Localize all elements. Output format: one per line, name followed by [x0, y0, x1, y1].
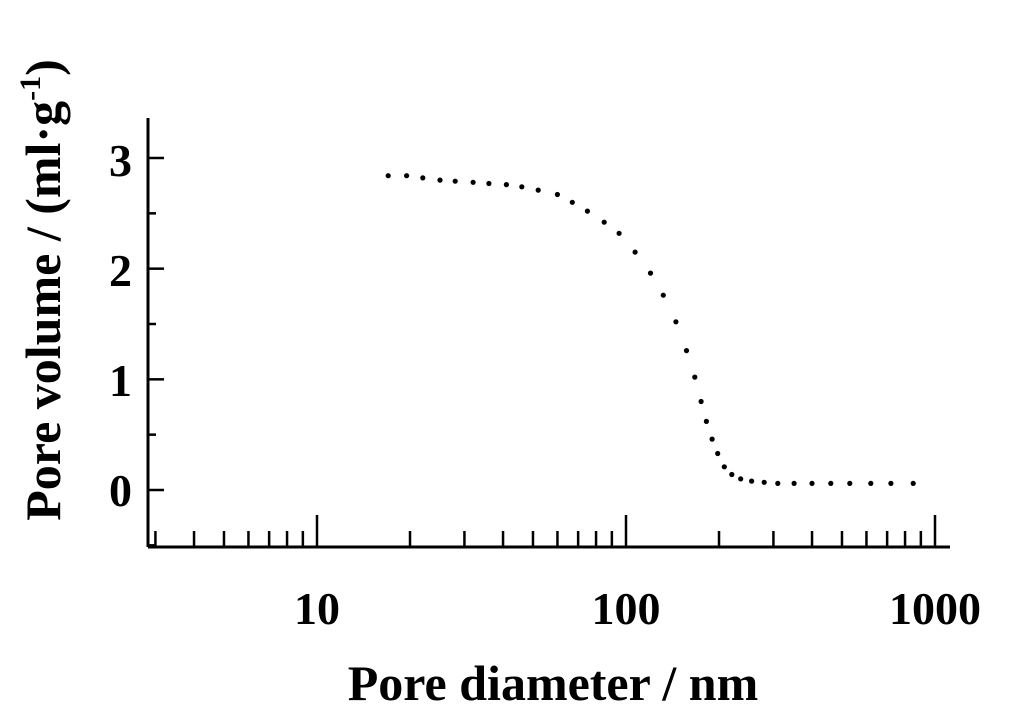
- data-point: [683, 348, 690, 354]
- data-point: [519, 184, 525, 190]
- data-point: [420, 175, 426, 181]
- data-point: [709, 436, 715, 442]
- y-axis-title: Pore volume / (ml·g-1): [14, 59, 71, 520]
- y-axis-title-main: Pore volume / (ml·g: [15, 101, 71, 521]
- data-point: [749, 478, 755, 484]
- data-point: [452, 178, 458, 184]
- data-point: [888, 480, 894, 486]
- y-tick-label-3: 3: [109, 135, 132, 186]
- data-point: [569, 199, 575, 205]
- data-point: [385, 173, 391, 179]
- data-point: [703, 418, 710, 424]
- data-point: [791, 480, 797, 486]
- x-tick-label-10: 10: [294, 583, 340, 634]
- data-point: [503, 182, 509, 188]
- x-tick-label-100: 100: [592, 583, 661, 634]
- data-point: [554, 191, 561, 198]
- y-tick-label-1: 1: [109, 355, 132, 406]
- ticks: [148, 156, 937, 547]
- tick-labels: 10 100 1000 0 1 2 3: [109, 135, 981, 634]
- data-point: [404, 173, 410, 179]
- data-point: [828, 480, 834, 486]
- data-point: [660, 292, 666, 298]
- data-point: [721, 464, 727, 470]
- data-point: [692, 374, 698, 380]
- axes: [146, 118, 950, 549]
- data-point: [761, 479, 767, 485]
- data-point: [535, 187, 541, 193]
- data-point: [647, 270, 654, 276]
- data-point: [698, 398, 704, 405]
- y-tick-label-0: 0: [109, 465, 132, 516]
- data-point: [632, 249, 638, 255]
- data-point: [809, 480, 815, 486]
- x-axis-title: Pore diameter / nm: [348, 655, 759, 711]
- data-point: [847, 480, 853, 486]
- x-tick-label-1000: 1000: [889, 583, 981, 634]
- data-point: [868, 480, 874, 486]
- data-point: [910, 480, 916, 486]
- data-point: [729, 471, 735, 478]
- data-point: [775, 480, 781, 486]
- data-point: [486, 180, 492, 187]
- data-point: [470, 179, 476, 185]
- data-point: [673, 319, 679, 325]
- data-point: [601, 219, 607, 225]
- data-point: [715, 450, 721, 457]
- data-points: [385, 173, 916, 486]
- data-point: [437, 177, 443, 183]
- data-point: [584, 208, 591, 214]
- data-point: [738, 476, 744, 482]
- y-tick-label-2: 2: [109, 245, 132, 296]
- data-point: [616, 230, 622, 236]
- y-axis-title-close: ): [15, 59, 71, 76]
- y-axis-title-superscript: -1: [14, 76, 47, 101]
